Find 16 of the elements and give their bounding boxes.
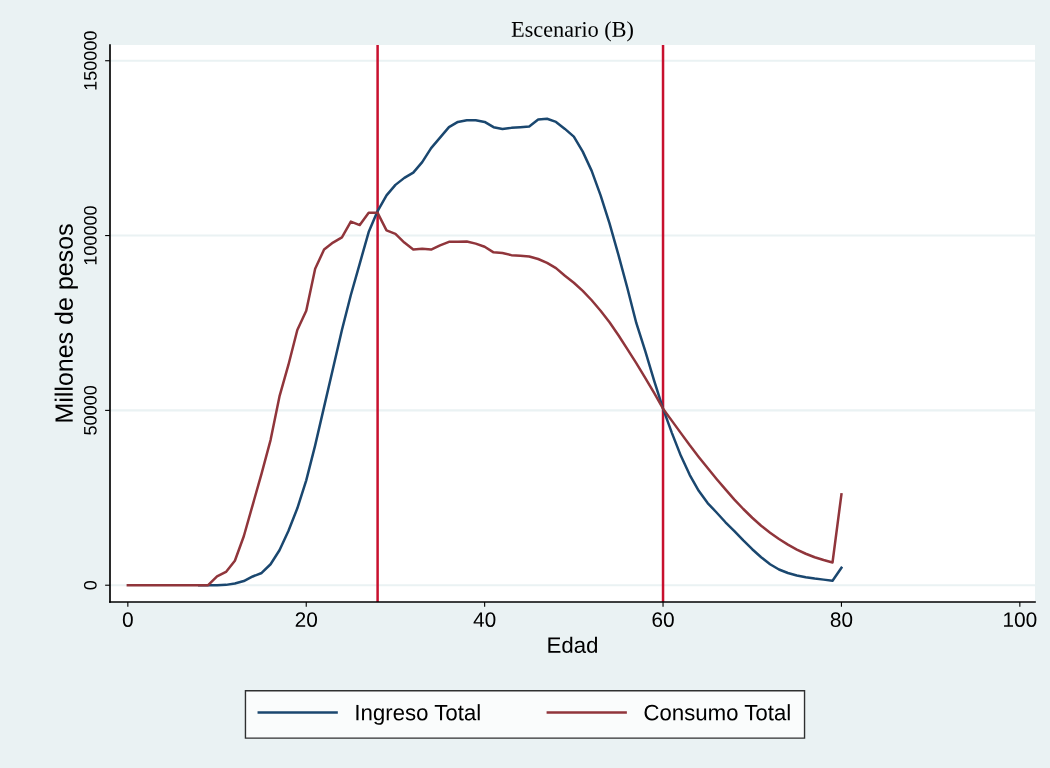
x-tick-label: 60 (652, 612, 674, 628)
x-tick-label: 20 (295, 612, 318, 628)
x-tick-label: 100 (1004, 612, 1037, 628)
x-tick-label: 40 (473, 612, 496, 628)
line-series (126, 211, 843, 587)
legend-label: Consumo Total (644, 704, 790, 721)
x-tick-label: 80 (830, 612, 853, 628)
chart-title: Escenario (B) (511, 21, 633, 42)
y-tick-label: 50000 (83, 385, 97, 435)
x-axis-title: Edad (548, 636, 598, 654)
y-axis-title: Millones de pesos (54, 224, 78, 422)
x-tick-label: 0 (122, 612, 133, 628)
y-tick-label: 0 (83, 580, 97, 590)
y-tick-label: 100000 (83, 206, 97, 265)
y-tick-label: 150000 (83, 31, 97, 90)
legend-label: Ingreso Total (356, 704, 480, 725)
